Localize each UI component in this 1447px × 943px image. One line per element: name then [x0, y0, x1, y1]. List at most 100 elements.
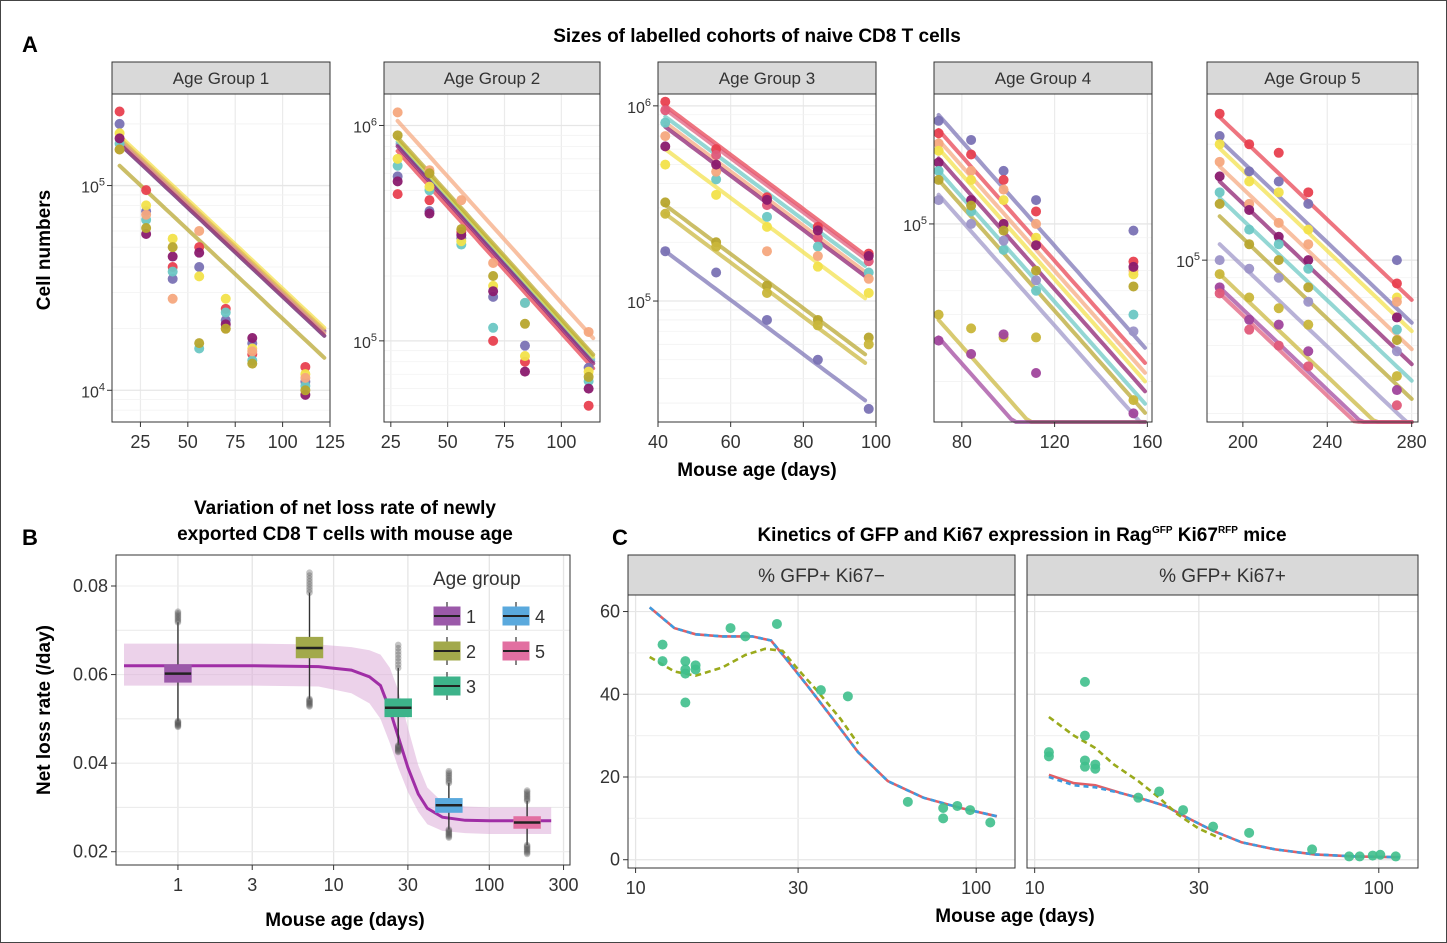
y-tick-label: 105 [81, 177, 105, 197]
data-point [1391, 278, 1402, 289]
legend-key-4: 4 [502, 602, 545, 630]
model-curve-2 [648, 606, 998, 818]
outlier [306, 697, 313, 705]
outlier [523, 848, 531, 855]
outlier [445, 829, 453, 837]
outlier [174, 619, 182, 626]
data-point [1128, 326, 1139, 337]
data-point [815, 685, 826, 696]
data-point [933, 145, 944, 156]
fit-curve-9 [663, 249, 868, 403]
outlier [174, 720, 182, 727]
data-point [985, 817, 996, 828]
data-point [1214, 269, 1225, 280]
outlier [174, 722, 182, 730]
outlier [306, 569, 313, 577]
data-point [141, 209, 152, 220]
data-point [1128, 309, 1139, 320]
x-tick-label: 100 [268, 432, 298, 452]
y-tick-label: 20 [600, 767, 620, 787]
facet-c-2: % GFP+ Ki67+ 10 30 100 [1025, 554, 1419, 898]
fit-curve-4 [936, 146, 1147, 384]
data-point [1273, 231, 1284, 242]
data-point [998, 184, 1009, 195]
outlier [306, 702, 313, 709]
outlier [445, 778, 453, 785]
y-tick-label: 105 [353, 332, 377, 352]
data-point [1391, 400, 1402, 411]
facet-a-3: Age Group 3 40 60 80 100 105 106 [627, 61, 891, 452]
data-point [1391, 371, 1402, 382]
data-point [1090, 763, 1101, 774]
data-point [519, 340, 530, 351]
panel-c-title-post: mice [1238, 525, 1287, 546]
data-point [998, 329, 1009, 340]
data-point [660, 141, 671, 152]
outlier [523, 794, 531, 802]
data-point [1128, 408, 1139, 419]
data-point [1128, 261, 1139, 272]
data-point [114, 144, 125, 155]
boxplot-group-3 [384, 641, 412, 756]
outlier [523, 791, 531, 799]
data-point [488, 335, 499, 346]
data-point [1214, 108, 1225, 119]
legend-label: 4 [535, 607, 545, 627]
data-point [1391, 324, 1402, 335]
data-point [812, 225, 823, 236]
x-tick-label: 30 [788, 878, 808, 898]
data-point [1391, 335, 1402, 346]
data-point [762, 221, 772, 232]
data-point [1273, 187, 1284, 198]
data-point [456, 195, 467, 206]
data-point [998, 174, 1009, 185]
panel-c-title-mid: Ki67 [1173, 525, 1218, 546]
panel-c-title-sup1: GFP [1152, 525, 1173, 536]
data-point [1031, 232, 1042, 243]
x-tick-label: 100 [546, 432, 576, 452]
data-point [660, 197, 671, 208]
y-tick-label: 105 [627, 292, 651, 312]
data-point [114, 118, 125, 129]
data-point [1390, 851, 1401, 862]
data-point [1214, 255, 1225, 266]
fit-curve-7 [936, 177, 1147, 415]
legend: Age group 1 4 2 5 3 [433, 569, 545, 700]
x-tick-label: 50 [178, 432, 198, 452]
data-point [114, 133, 125, 144]
data-point [762, 246, 772, 257]
data-point [711, 189, 722, 200]
data-point [583, 326, 594, 337]
data-point [711, 159, 722, 170]
data-point [1244, 292, 1255, 303]
fit-curve-3 [663, 114, 868, 268]
data-point [167, 273, 178, 284]
panel-b-xlabel: Mouse age (days) [265, 910, 424, 931]
data-point [966, 149, 977, 160]
outlier [174, 612, 182, 620]
outlier [306, 698, 313, 706]
outlier [445, 772, 453, 780]
outlier [394, 664, 402, 672]
facet-c-1: % GFP+ Ki67− 10 30 100 0 20 40 60 [600, 554, 1016, 898]
data-point [519, 297, 530, 308]
data-point [660, 105, 671, 116]
data-point [1273, 217, 1284, 228]
data-point [1303, 282, 1314, 293]
outlier [523, 788, 531, 796]
data-point [519, 366, 530, 377]
data-point [1354, 851, 1365, 862]
data-point [711, 174, 722, 185]
data-point [998, 244, 1009, 255]
data-point [141, 185, 152, 196]
data-point [1031, 265, 1042, 276]
fit-curve-8 [936, 192, 1147, 424]
facet-strip [657, 61, 877, 95]
data-point [1079, 730, 1090, 741]
outlier [523, 845, 531, 853]
data-point [680, 656, 691, 667]
data-point [1307, 844, 1318, 855]
outlier [394, 654, 402, 662]
data-point [966, 200, 977, 211]
data-point [998, 165, 1009, 176]
